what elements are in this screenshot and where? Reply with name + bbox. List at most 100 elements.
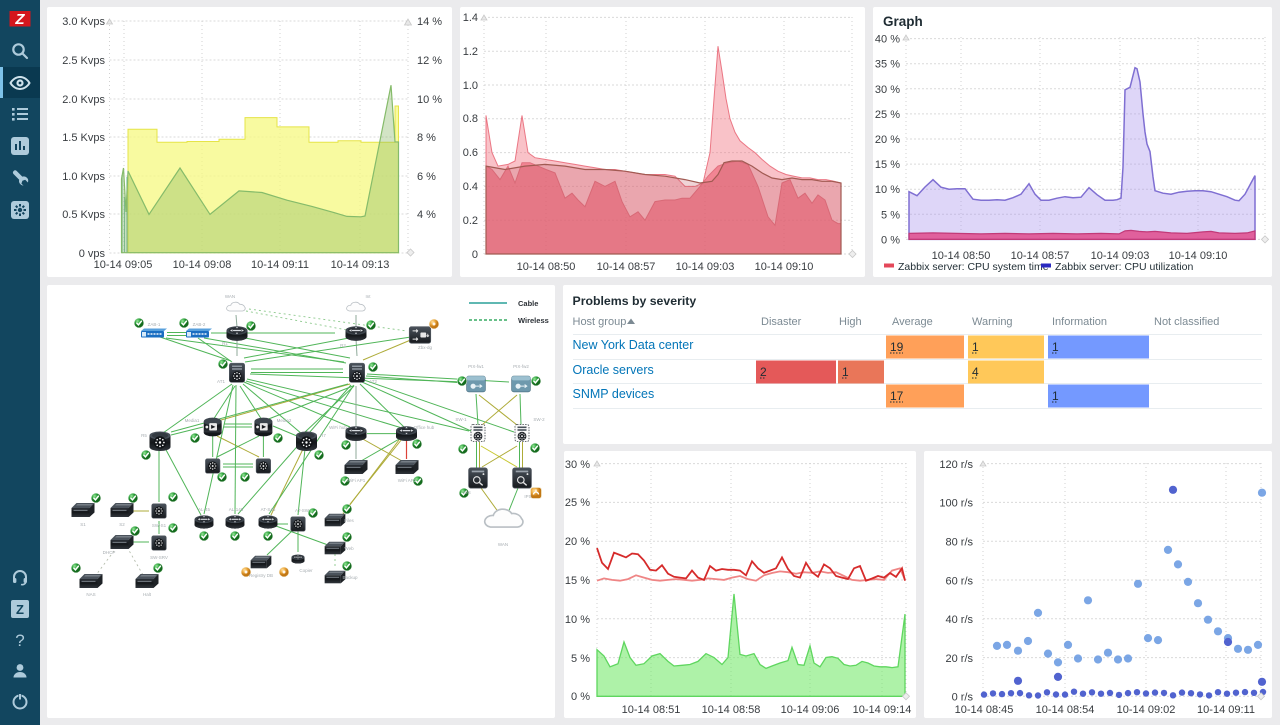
svg-text:Zbx-dg: Zbx-dg — [418, 345, 433, 350]
svg-text:10-14 09:13: 10-14 09:13 — [331, 259, 390, 271]
svg-text:120 r/s: 120 r/s — [939, 459, 973, 471]
svg-text:Average: Average — [892, 316, 933, 328]
svg-text:Problems by severity: Problems by severity — [573, 294, 697, 308]
svg-text:8 %: 8 % — [417, 132, 436, 144]
svg-text:Zabbix server: CPU utilization: Zabbix server: CPU utilization — [1055, 261, 1193, 273]
svg-text:Media2: Media2 — [277, 418, 292, 423]
svg-text:AT-S45: AT-S45 — [261, 507, 276, 512]
svg-text:1: 1 — [1052, 389, 1059, 403]
svg-text:?: ? — [15, 631, 24, 650]
svg-text:14 %: 14 % — [417, 16, 442, 28]
svg-text:10 %: 10 % — [875, 184, 900, 196]
svg-text:1: 1 — [972, 340, 979, 354]
svg-text:Media1: Media1 — [185, 418, 200, 423]
svg-text:19: 19 — [890, 340, 904, 354]
svg-text:1.2: 1.2 — [463, 46, 478, 58]
svg-text:40 r/s: 40 r/s — [945, 614, 973, 626]
svg-text:Int: Int — [365, 294, 371, 299]
svg-text:Copier: Copier — [299, 568, 313, 573]
svg-text:ZAB-1: ZAB-1 — [148, 322, 161, 327]
svg-text:10-14 08:50: 10-14 08:50 — [517, 261, 576, 273]
svg-text:1.0 Kvps: 1.0 Kvps — [62, 171, 105, 183]
svg-text:S1: S1 — [80, 522, 86, 527]
svg-text:High: High — [839, 316, 862, 328]
svg-text:WiFi AP2: WiFi AP2 — [398, 478, 417, 483]
svg-text:AT-SW: AT-SW — [295, 508, 310, 513]
svg-text:10-14 08:57: 10-14 08:57 — [597, 261, 656, 273]
svg-text:Cable: Cable — [518, 299, 538, 308]
svg-text:2.5 Kvps: 2.5 Kvps — [62, 55, 105, 67]
svg-text:Office hub: Office hub — [414, 425, 435, 430]
svg-text:17: 17 — [890, 389, 904, 403]
svg-text:30 %: 30 % — [875, 84, 900, 96]
svg-text:Graph: Graph — [883, 14, 923, 29]
svg-text:100 r/s: 100 r/s — [939, 498, 973, 510]
svg-text:40 %: 40 % — [875, 34, 900, 46]
svg-text:SW-SRV: SW-SRV — [150, 555, 168, 560]
svg-text:Z: Z — [14, 11, 25, 27]
svg-text:0.6: 0.6 — [463, 147, 478, 159]
svg-text:Backup: Backup — [342, 575, 358, 580]
svg-text:10-14 09:03: 10-14 09:03 — [1091, 250, 1150, 262]
svg-text:Host group: Host group — [573, 316, 627, 328]
svg-text:0 r/s: 0 r/s — [952, 692, 974, 704]
svg-text:R5: R5 — [141, 433, 147, 438]
svg-text:DHCP: DHCP — [103, 550, 116, 555]
svg-text:10-14 09:05: 10-14 09:05 — [94, 259, 153, 271]
svg-text:10-14 09:10: 10-14 09:10 — [1169, 250, 1228, 262]
svg-text:0 vps: 0 vps — [79, 248, 106, 260]
svg-text:0.5 Kvps: 0.5 Kvps — [62, 209, 105, 221]
svg-text:0 %: 0 % — [881, 234, 900, 246]
svg-text:10-14 09:03: 10-14 09:03 — [676, 261, 735, 273]
svg-text:10-14 08:57: 10-14 08:57 — [1011, 250, 1070, 262]
svg-text:Web: Web — [344, 546, 354, 551]
svg-text:WiFi AP1: WiFi AP1 — [347, 478, 366, 483]
svg-text:4: 4 — [972, 365, 979, 379]
svg-text:SW-1: SW-1 — [455, 417, 467, 422]
svg-text:SW-S1: SW-S1 — [152, 523, 167, 528]
svg-text:Warning: Warning — [972, 316, 1013, 328]
svg-text:IPS: IPS — [524, 494, 531, 499]
svg-text:AL-146: AL-146 — [229, 507, 244, 512]
svg-text:Wireless: Wireless — [518, 316, 549, 325]
svg-text:10-14 09:02: 10-14 09:02 — [1117, 704, 1176, 716]
svg-text:Oracle servers: Oracle servers — [573, 363, 654, 377]
svg-text:AT2: AT2 — [369, 379, 377, 384]
svg-text:10-14 09:06: 10-14 09:06 — [781, 704, 840, 716]
svg-text:15 %: 15 % — [565, 575, 590, 587]
svg-text:PIX-fw1: PIX-fw1 — [468, 364, 484, 369]
svg-text:20 %: 20 % — [875, 134, 900, 146]
svg-text:20 r/s: 20 r/s — [945, 653, 973, 665]
svg-text:SNMP devices: SNMP devices — [573, 387, 655, 401]
svg-text:ZAB-2: ZAB-2 — [193, 322, 206, 327]
svg-text:R2: R2 — [340, 343, 346, 348]
svg-text:3.0 Kvps: 3.0 Kvps — [62, 16, 105, 28]
svg-text:10-14 08:50: 10-14 08:50 — [932, 250, 991, 262]
svg-text:Z: Z — [16, 602, 24, 617]
svg-text:Information: Information — [1052, 316, 1107, 328]
svg-text:25 %: 25 % — [875, 109, 900, 121]
svg-text:R1: R1 — [222, 341, 228, 346]
svg-text:AL-45: AL-45 — [198, 507, 211, 512]
svg-text:SW-2: SW-2 — [533, 417, 545, 422]
svg-text:Files: Files — [344, 518, 354, 523]
svg-text:1.5 Kvps: 1.5 Kvps — [62, 132, 105, 144]
svg-text:AT1: AT1 — [217, 379, 225, 384]
svg-text:1.4: 1.4 — [463, 12, 478, 24]
svg-text:WiFi hub: WiFi hub — [329, 425, 347, 430]
svg-text:New York Data center: New York Data center — [573, 338, 694, 352]
svg-text:5 %: 5 % — [881, 209, 900, 221]
svg-text:80 r/s: 80 r/s — [945, 537, 973, 549]
svg-text:10-14 09:11: 10-14 09:11 — [251, 259, 309, 271]
svg-text:NAS: NAS — [86, 592, 95, 597]
svg-text:35 %: 35 % — [875, 59, 900, 71]
svg-text:15 %: 15 % — [875, 159, 900, 171]
svg-text:10 %: 10 % — [565, 614, 590, 626]
svg-text:10-14 08:58: 10-14 08:58 — [702, 704, 761, 716]
svg-text:WAN: WAN — [225, 294, 235, 299]
svg-text:1: 1 — [842, 365, 849, 379]
svg-text:0.4: 0.4 — [463, 181, 478, 193]
svg-text:10-14 09:14: 10-14 09:14 — [853, 704, 912, 716]
svg-text:10-14 08:54: 10-14 08:54 — [1036, 704, 1095, 716]
svg-text:PIX-fw2: PIX-fw2 — [513, 364, 529, 369]
